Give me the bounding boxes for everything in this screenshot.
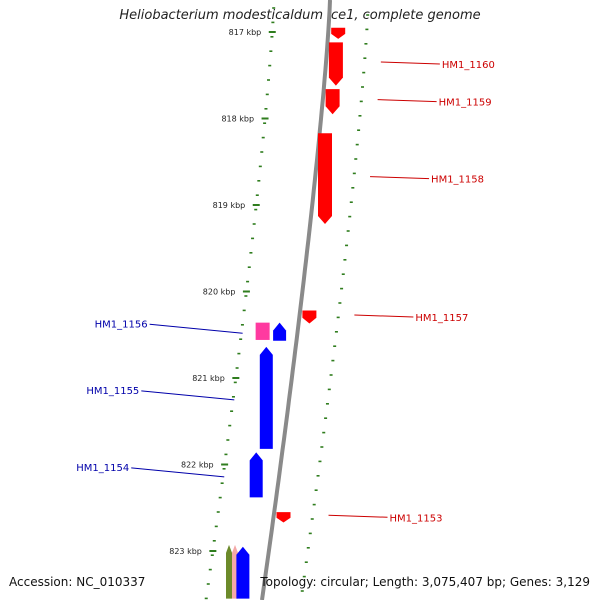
- gene-forward: [325, 89, 340, 115]
- gene-label-connector: [141, 390, 235, 401]
- gene-reverse: [236, 546, 250, 599]
- gene-reverse: [226, 544, 232, 599]
- gene-reverse: [249, 452, 263, 498]
- gene-reverse: [255, 322, 270, 340]
- ruler-label: 823 kbp: [169, 547, 202, 556]
- gene-label: HM1_1160: [442, 60, 495, 71]
- gene-label: HM1_1155: [86, 386, 139, 397]
- genome-backbone: [260, 0, 332, 600]
- gene-forward: [328, 42, 343, 86]
- gene-label-connector: [354, 314, 414, 318]
- gene-forward: [318, 133, 332, 224]
- gene-forward: [302, 310, 317, 324]
- gene-label-connector: [131, 467, 225, 478]
- ruler-label: 818 kbp: [221, 115, 254, 124]
- ruler-label: 819 kbp: [213, 201, 246, 210]
- gene-label-connector: [149, 323, 243, 334]
- gene-reverse: [259, 346, 273, 449]
- ruler-label: 822 kbp: [181, 461, 214, 470]
- gene-reverse: [273, 322, 287, 341]
- ruler-label: 820 kbp: [203, 288, 236, 297]
- ruler-label: 817 kbp: [229, 28, 262, 37]
- gene-label: HM1_1157: [415, 313, 468, 324]
- genome-summary-text: Topology: circular; Length: 3,075,407 bp…: [260, 575, 590, 589]
- ruler-label: 821 kbp: [192, 374, 225, 383]
- gene-label: HM1_1154: [76, 463, 129, 474]
- gene-label: HM1_1159: [439, 98, 492, 109]
- gene-label: HM1_1156: [95, 319, 148, 330]
- genome-title: Heliobacterium modesticaldum Ice1, compl…: [119, 8, 481, 23]
- tick-layer: 817 kbp 818 kbp 819 kbp 820 kbp 821 kbp 822 k…: [169, 7, 370, 600]
- accession-text: Accession: NC_010337: [9, 575, 146, 589]
- gene-label: HM1_1158: [431, 175, 484, 186]
- gene-forward: [276, 512, 291, 523]
- gene-label-connector: [377, 99, 437, 103]
- gene-forward: [331, 27, 346, 39]
- gene-label: HM1_1153: [390, 513, 443, 524]
- label-layer: HM1_1160 HM1_1159 HM1_1158 HM1_1157 HM1_1153…: [76, 60, 495, 524]
- gene-label-connector: [380, 61, 440, 65]
- gene-label-connector: [370, 176, 430, 180]
- gene-layer: [226, 27, 346, 599]
- gene-label-connector: [328, 514, 388, 518]
- backbone-layer: [260, 0, 332, 600]
